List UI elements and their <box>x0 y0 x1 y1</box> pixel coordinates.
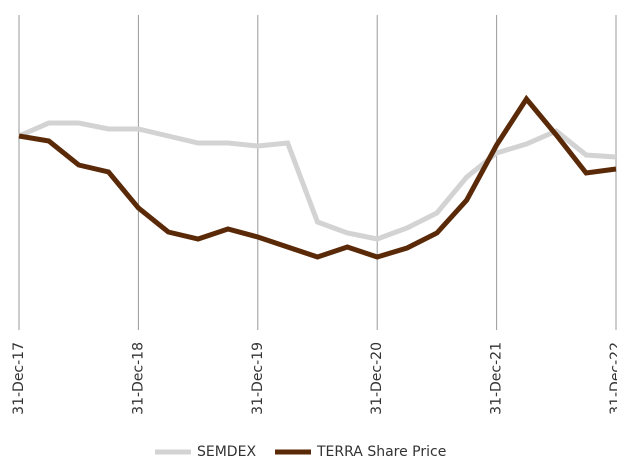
x-tick-label: 31-Dec-18 <box>130 342 146 415</box>
x-tick-label: 31-Dec-21 <box>489 342 505 415</box>
x-tick-label: 31-Dec-17 <box>11 342 27 415</box>
x-tick-label: 31-Dec-20 <box>369 342 385 415</box>
series-line <box>18 94 617 260</box>
legend-label: TERRA Share Price <box>316 444 446 460</box>
series-line <box>18 120 617 242</box>
x-tick-label: 31-Dec-22 <box>608 342 617 415</box>
legend-label: SEMDEX <box>197 444 256 460</box>
x-tick-label: 31-Dec-19 <box>250 342 266 415</box>
